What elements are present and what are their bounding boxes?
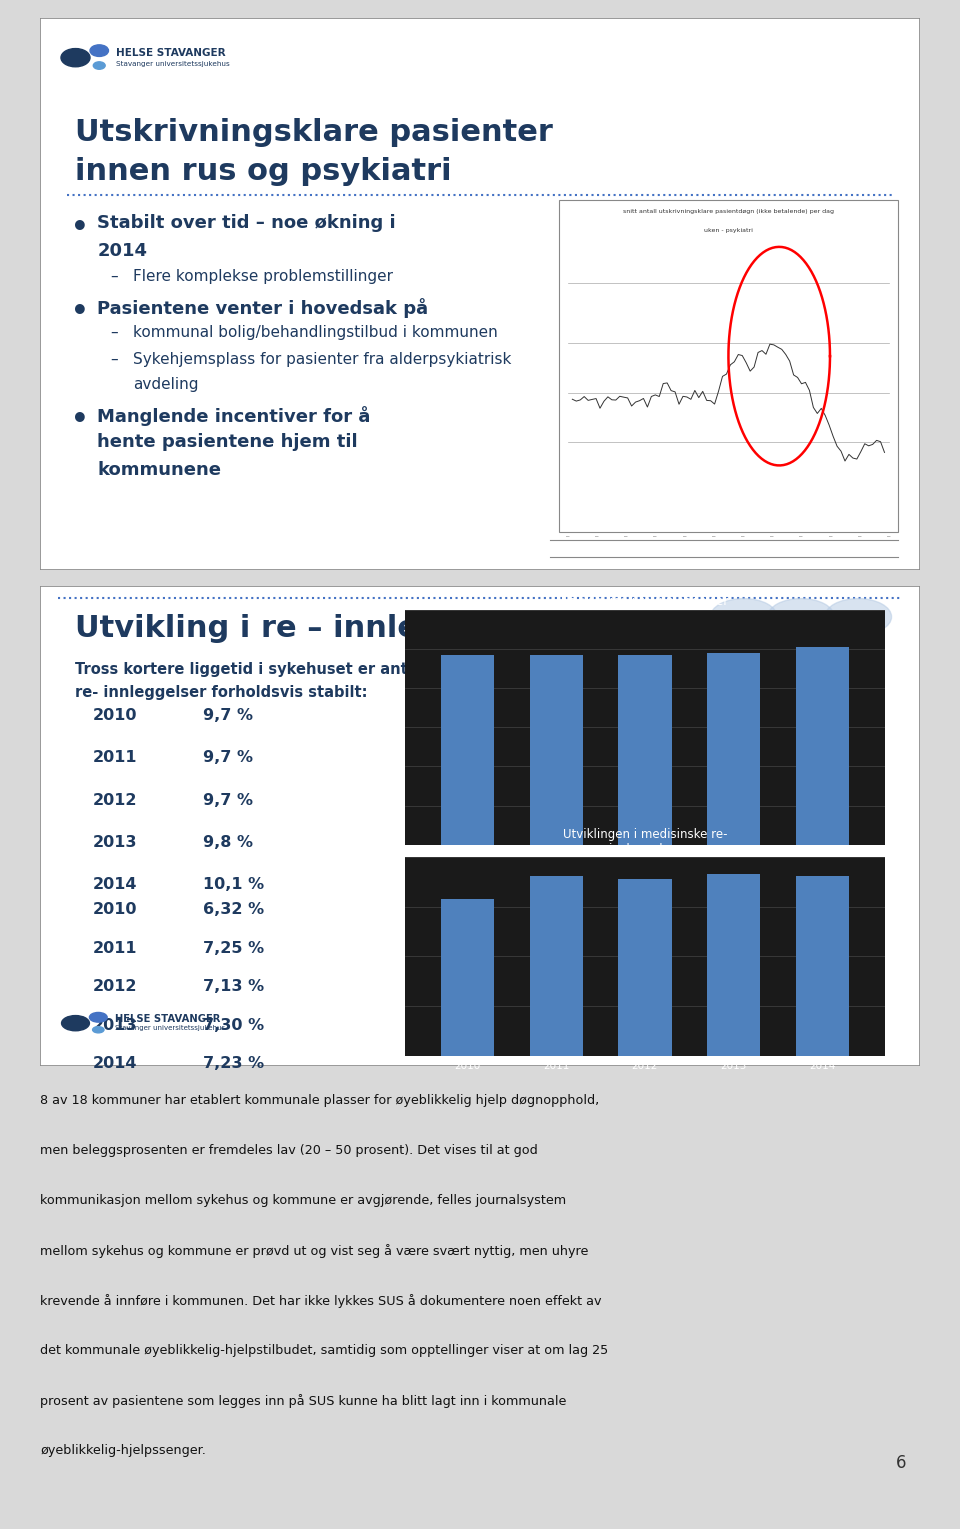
Text: Pasientene venter i hovedsak på: Pasientene venter i hovedsak på [98,298,428,318]
Bar [559,200,898,532]
Text: 7,25 %: 7,25 % [203,940,264,956]
Text: •: • [71,214,89,242]
Bar [707,653,760,846]
Text: 2012: 2012 [93,792,137,807]
Text: kommunal bolig/behandlingstilbud i kommunen: kommunal bolig/behandlingstilbud i kommu… [132,326,497,341]
Text: 2010: 2010 [93,708,137,723]
Bar [441,654,494,846]
Text: 7,23 %: 7,23 % [203,1057,264,1072]
Bar [618,879,671,1057]
Circle shape [93,61,106,69]
Text: –: – [110,352,118,367]
Bar [618,654,671,846]
Text: kommunene: kommunene [98,462,222,479]
Text: 2014: 2014 [93,878,137,891]
Circle shape [61,1015,89,1031]
Circle shape [92,1026,104,1034]
Text: 8 av 18 kommuner har etablert kommunale plasser for øyeblikkelig hjelp døgnoppho: 8 av 18 kommuner har etablert kommunale … [40,1095,600,1107]
Text: 2012: 2012 [93,979,137,994]
Bar [796,647,849,846]
Text: 6,32 %: 6,32 % [203,902,264,917]
Text: øyeblikkelig-hjelpssenger.: øyeblikkelig-hjelpssenger. [40,1445,206,1457]
Text: 2010: 2010 [93,902,137,917]
Text: Utvikling i re – innleggelser: Utvikling i re – innleggelser [76,615,547,644]
Text: 2011: 2011 [93,751,137,766]
Text: det kommunale øyeblikkelig-hjelpstilbudet, samtidig som opptellinger viser at om: det kommunale øyeblikkelig-hjelpstilbude… [40,1344,609,1358]
Bar [796,876,849,1057]
Text: innen rus og psykiatri: innen rus og psykiatri [76,157,452,187]
Text: prosent av pasientene som legges inn på SUS kunne ha blitt lagt inn i kommunale: prosent av pasientene som legges inn på … [40,1394,566,1408]
Bar [530,654,583,846]
Text: –: – [110,326,118,341]
Text: Sykehjemsplass for pasienter fra alderpsykiatrisk: Sykehjemsplass for pasienter fra alderps… [132,352,511,367]
Bar [707,875,760,1057]
Text: uken - psykiatri: uken - psykiatri [704,228,753,232]
Text: Manglende incentiver for å: Manglende incentiver for å [98,405,371,425]
Text: 9,8 %: 9,8 % [203,835,253,850]
Title: Utviklingen i medisinske re-
innleggelser: Utviklingen i medisinske re- innleggelse… [563,827,727,856]
Circle shape [768,598,834,635]
Title: Utviklingen i re-innleggelser: Utviklingen i re-innleggelser [562,595,729,609]
Text: snitt antall utskrivningsklare pasientdøgn (ikke betalende) per dag: snitt antall utskrivningsklare pasientdø… [623,209,834,214]
Bar [530,876,583,1057]
Text: Stavanger universitetssjukehus: Stavanger universitetssjukehus [115,1026,225,1032]
Text: 2013: 2013 [93,835,137,850]
Circle shape [794,631,861,668]
Circle shape [89,1012,108,1023]
Text: 7,13 %: 7,13 % [203,979,264,994]
Text: 6: 6 [896,1454,906,1472]
Text: 2013: 2013 [93,1018,137,1032]
Text: Stavanger universitetssjukehus: Stavanger universitetssjukehus [116,61,230,67]
Text: Flere komplekse problemstillinger: Flere komplekse problemstillinger [132,269,393,284]
Text: –: – [110,269,118,284]
Text: Stabilt over tid – noe økning i: Stabilt over tid – noe økning i [98,214,396,232]
Text: kommunikasjon mellom sykehus og kommune er avgjørende, felles journalsystem: kommunikasjon mellom sykehus og kommune … [40,1194,566,1208]
Text: 2014: 2014 [98,243,148,260]
Text: 9,7 %: 9,7 % [203,708,253,723]
Text: 10,1 %: 10,1 % [203,878,264,891]
Text: •: • [71,298,89,326]
Text: Utskrivningsklare pasienter: Utskrivningsklare pasienter [76,118,553,147]
Text: 9,7 %: 9,7 % [203,751,253,766]
Bar [441,899,494,1057]
Text: Tross kortere liggetid i sykehuset er antall: Tross kortere liggetid i sykehuset er an… [76,662,428,677]
Circle shape [61,49,90,67]
Text: 2014: 2014 [93,1057,137,1072]
Text: krevende å innføre i kommunen. Det har ikke lykkes SUS å dokumentere noen effekt: krevende å innføre i kommunen. Det har i… [40,1295,602,1309]
Circle shape [90,44,108,57]
Text: men beleggsprosenten er fremdeles lav (20 – 50 prosent). Det vises til at god: men beleggsprosenten er fremdeles lav (2… [40,1144,538,1157]
Circle shape [710,598,778,635]
Text: HELSE STAVANGER: HELSE STAVANGER [116,47,226,58]
Text: •: • [71,405,89,434]
Text: 7,30 %: 7,30 % [203,1018,264,1032]
Text: 9,7 %: 9,7 % [203,792,253,807]
Circle shape [825,598,892,635]
Text: mellom sykehus og kommune er prøvd ut og vist seg å være svært nyttig, men uhyre: mellom sykehus og kommune er prøvd ut og… [40,1245,588,1258]
Text: re- innleggelser forholdsvis stabilt:: re- innleggelser forholdsvis stabilt: [76,685,368,700]
Text: hente pasientene hjem til: hente pasientene hjem til [98,433,358,451]
Text: 2011: 2011 [93,940,137,956]
Text: avdeling: avdeling [132,378,198,391]
Text: HELSE STAVANGER: HELSE STAVANGER [115,1014,220,1024]
